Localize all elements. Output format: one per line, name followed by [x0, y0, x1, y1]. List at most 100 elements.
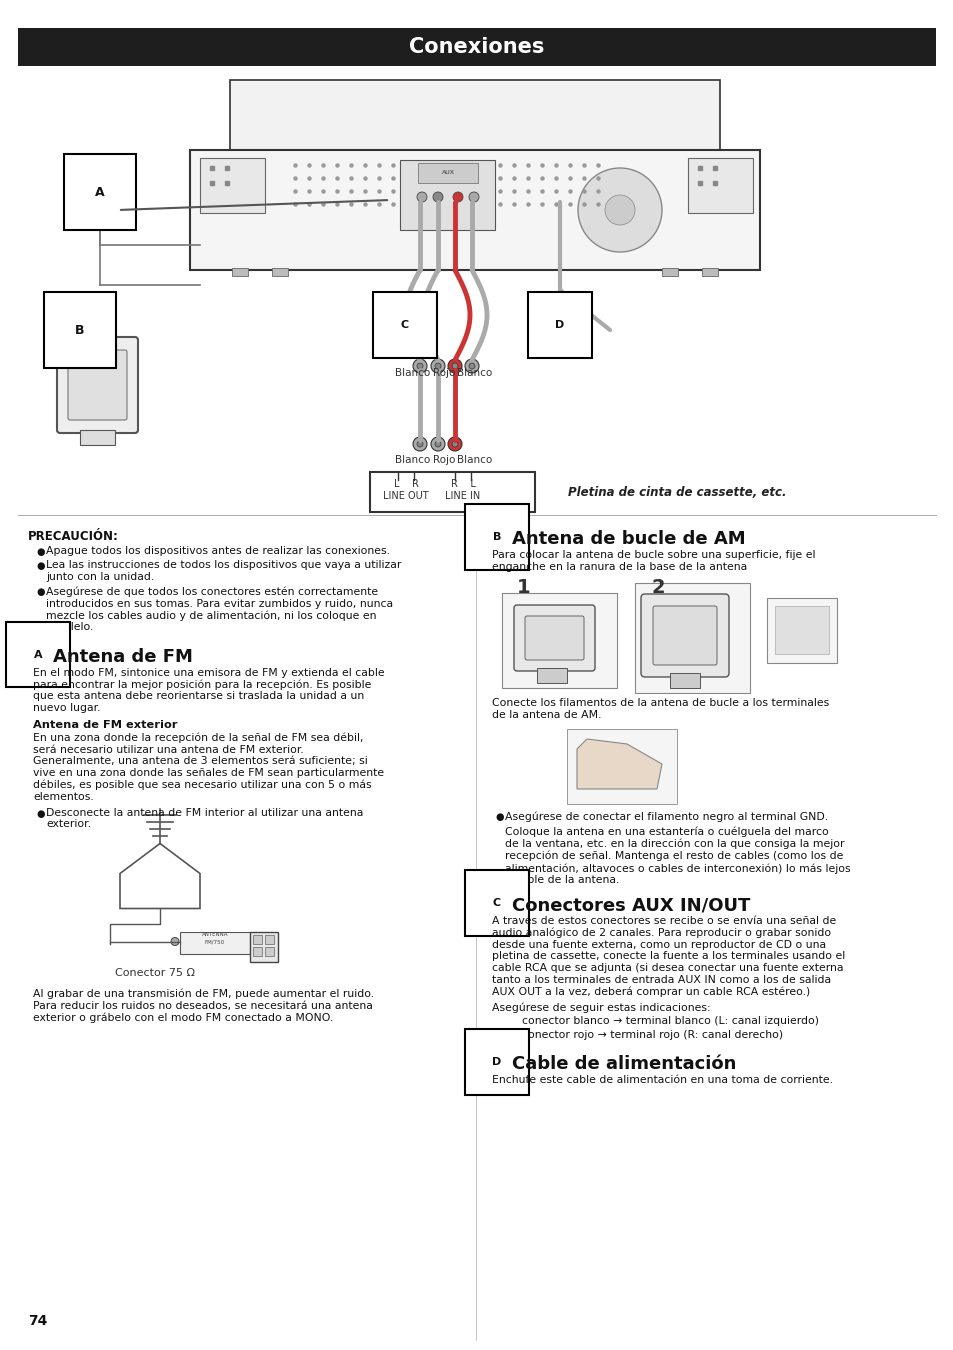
FancyBboxPatch shape: [701, 269, 718, 275]
FancyBboxPatch shape: [640, 594, 728, 676]
Text: D: D: [555, 320, 564, 329]
FancyBboxPatch shape: [652, 606, 717, 666]
Circle shape: [448, 359, 461, 373]
Text: Pletina de cinta de cassette, etc.: Pletina de cinta de cassette, etc.: [567, 486, 785, 498]
Text: ●: ●: [36, 809, 45, 818]
Text: Blanco: Blanco: [456, 455, 492, 464]
FancyBboxPatch shape: [272, 269, 288, 275]
FancyBboxPatch shape: [265, 946, 274, 956]
FancyBboxPatch shape: [232, 269, 248, 275]
Circle shape: [435, 441, 440, 447]
FancyBboxPatch shape: [635, 583, 749, 693]
Text: 1: 1: [517, 578, 530, 597]
Text: A: A: [33, 649, 42, 660]
Circle shape: [464, 359, 478, 373]
Text: AUX: AUX: [441, 170, 454, 176]
FancyBboxPatch shape: [250, 931, 277, 961]
Text: Desconecte la antena de FM interior al utilizar una antena
exterior.: Desconecte la antena de FM interior al u…: [46, 807, 363, 829]
Circle shape: [125, 205, 135, 215]
FancyBboxPatch shape: [253, 946, 262, 956]
Text: 74: 74: [28, 1314, 48, 1328]
Circle shape: [431, 437, 444, 451]
FancyBboxPatch shape: [253, 934, 262, 944]
Text: ●: ●: [36, 562, 45, 571]
Text: C: C: [400, 320, 409, 329]
Text: B: B: [75, 324, 85, 336]
Text: Blanco: Blanco: [456, 369, 492, 378]
FancyBboxPatch shape: [566, 729, 677, 805]
Text: Conexiones: Conexiones: [409, 36, 544, 57]
FancyBboxPatch shape: [18, 28, 935, 66]
Text: ANTENNA: ANTENNA: [201, 933, 228, 937]
Text: PRECAUCIÓN:: PRECAUCIÓN:: [28, 531, 119, 543]
Text: Blanco: Blanco: [395, 455, 430, 464]
FancyBboxPatch shape: [669, 674, 700, 688]
FancyBboxPatch shape: [687, 158, 752, 213]
Text: A: A: [95, 185, 105, 198]
Text: Antena de FM: Antena de FM: [53, 648, 193, 666]
Text: Al grabar de una transmisión de FM, puede aumentar el ruido.
Para reducir los ru: Al grabar de una transmisión de FM, pued…: [33, 988, 374, 1023]
Circle shape: [413, 437, 427, 451]
Text: Para colocar la antena de bucle sobre una superficie, fije el
enganche en la ran: Para colocar la antena de bucle sobre un…: [492, 549, 815, 571]
FancyBboxPatch shape: [180, 931, 250, 953]
Text: Rojo: Rojo: [433, 369, 455, 378]
Circle shape: [431, 359, 444, 373]
Circle shape: [578, 167, 661, 252]
Text: ●: ●: [36, 587, 45, 598]
Text: Antena de bucle de AM: Antena de bucle de AM: [512, 531, 745, 548]
FancyBboxPatch shape: [80, 431, 115, 446]
FancyBboxPatch shape: [190, 150, 760, 270]
Circle shape: [433, 192, 442, 202]
Text: Antena de FM exterior: Antena de FM exterior: [33, 720, 177, 729]
FancyBboxPatch shape: [68, 350, 127, 420]
Circle shape: [469, 192, 478, 202]
FancyBboxPatch shape: [230, 80, 720, 150]
Text: Enchufe este cable de alimentación en una toma de corriente.: Enchufe este cable de alimentación en un…: [492, 1075, 832, 1085]
FancyBboxPatch shape: [501, 593, 617, 688]
Text: FM/750: FM/750: [205, 940, 225, 945]
Text: Conector 75 Ω: Conector 75 Ω: [115, 968, 194, 979]
Text: Lea las instrucciones de todos los dispositivos que vaya a utilizar
junto con la: Lea las instrucciones de todos los dispo…: [46, 560, 401, 582]
Polygon shape: [120, 844, 200, 909]
Text: Asegúrese de que todos los conectores estén correctamente
introducidos en sus to: Asegúrese de que todos los conectores es…: [46, 586, 393, 632]
FancyBboxPatch shape: [265, 934, 274, 944]
Text: Conectores AUX IN/OUT: Conectores AUX IN/OUT: [512, 896, 750, 914]
Text: Rojo: Rojo: [433, 455, 455, 464]
FancyBboxPatch shape: [514, 605, 595, 671]
Text: En el modo FM, sintonice una emisora de FM y extienda el cable
para encontrar la: En el modo FM, sintonice una emisora de …: [33, 667, 384, 713]
Text: Coloque la antena en una estantería o cuélguela del marco
de la ventana, etc. en: Coloque la antena en una estantería o cu…: [504, 826, 850, 886]
Circle shape: [452, 441, 457, 447]
Text: D: D: [492, 1057, 501, 1066]
Circle shape: [453, 192, 462, 202]
Text: R    L
LINE IN: R L LINE IN: [445, 479, 480, 501]
Text: conector blanco → terminal blanco (L: canal izquierdo): conector blanco → terminal blanco (L: ca…: [521, 1017, 818, 1026]
FancyBboxPatch shape: [200, 158, 265, 213]
FancyBboxPatch shape: [661, 269, 678, 275]
Circle shape: [413, 359, 427, 373]
Text: Apague todos los dispositivos antes de realizar las conexiones.: Apague todos los dispositivos antes de r…: [46, 545, 390, 556]
FancyBboxPatch shape: [57, 338, 138, 433]
Text: ●: ●: [36, 547, 45, 558]
Text: C: C: [493, 898, 500, 909]
Text: A través de estos conectores se recibe o se envía una señal de
audio analógico d: A través de estos conectores se recibe o…: [492, 917, 844, 996]
Text: 2: 2: [651, 578, 665, 597]
Circle shape: [171, 937, 179, 945]
FancyBboxPatch shape: [766, 598, 836, 663]
Circle shape: [452, 363, 457, 369]
FancyBboxPatch shape: [524, 616, 583, 660]
FancyBboxPatch shape: [537, 668, 566, 683]
Text: conector rojo → terminal rojo (R: canal derecho): conector rojo → terminal rojo (R: canal …: [521, 1030, 782, 1040]
Text: L    R
LINE OUT: L R LINE OUT: [383, 479, 428, 501]
Polygon shape: [577, 738, 661, 788]
FancyBboxPatch shape: [370, 472, 535, 512]
FancyBboxPatch shape: [399, 161, 495, 230]
FancyBboxPatch shape: [417, 163, 477, 184]
Circle shape: [604, 194, 635, 225]
Circle shape: [448, 437, 461, 451]
Circle shape: [416, 363, 422, 369]
Text: B: B: [493, 532, 500, 541]
Text: ●: ●: [495, 811, 503, 822]
Text: Blanco: Blanco: [395, 369, 430, 378]
Circle shape: [416, 441, 422, 447]
Text: Conecte los filamentos de la antena de bucle a los terminales
de la antena de AM: Conecte los filamentos de la antena de b…: [492, 698, 828, 720]
